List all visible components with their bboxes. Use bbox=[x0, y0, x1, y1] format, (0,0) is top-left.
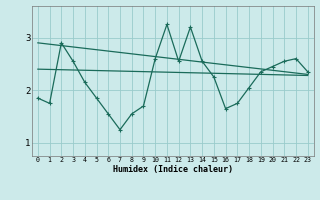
X-axis label: Humidex (Indice chaleur): Humidex (Indice chaleur) bbox=[113, 165, 233, 174]
